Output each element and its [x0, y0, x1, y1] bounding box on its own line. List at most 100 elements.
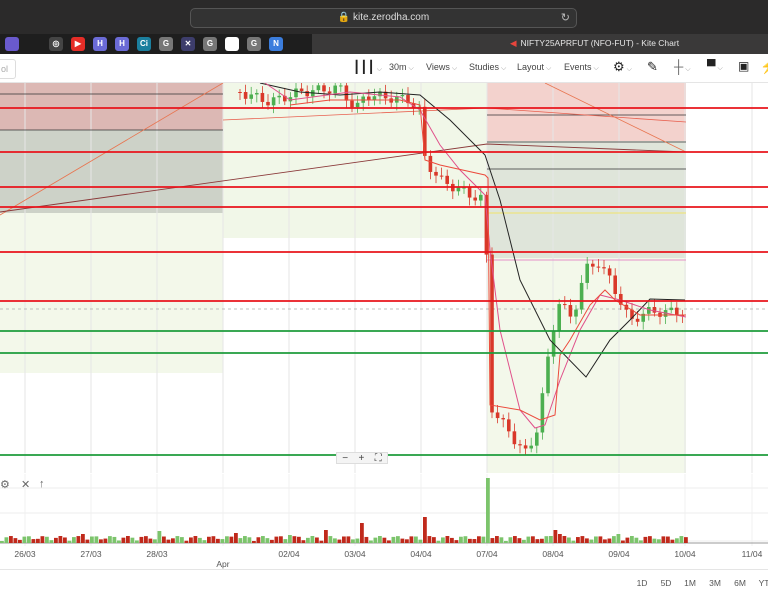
- volume-bar: [535, 539, 540, 543]
- range-button-1m[interactable]: 1M: [684, 578, 696, 588]
- volume-bar: [522, 539, 526, 543]
- candle: [288, 97, 293, 102]
- h-app-icon[interactable]: H: [115, 37, 129, 51]
- volume-bar: [531, 536, 535, 543]
- symbol-search-input[interactable]: ol: [0, 59, 16, 79]
- g-icon[interactable]: G: [159, 37, 173, 51]
- candle: [383, 91, 388, 99]
- address-bar[interactable]: 🔒 kite.zerodha.com ↻: [190, 8, 577, 28]
- g-icon[interactable]: G: [203, 37, 217, 51]
- h-app-icon[interactable]: H: [93, 37, 107, 51]
- candle: [467, 187, 472, 198]
- volume-bar: [369, 540, 373, 543]
- candle: [255, 92, 259, 95]
- pencil-icon[interactable]: ✎: [647, 59, 658, 74]
- candle: [535, 432, 539, 446]
- volume-bar: [364, 536, 369, 543]
- candlestick-icon[interactable]: ┃┃┃ ⌵: [353, 60, 382, 74]
- volume-bar: [58, 536, 63, 543]
- flag-icon[interactable]: [225, 37, 239, 51]
- candle: [350, 100, 354, 108]
- volume-bar: [54, 537, 58, 543]
- comment-icon[interactable]: ▀ ⌵: [707, 59, 723, 73]
- lightning-icon[interactable]: ⚡: [760, 58, 768, 75]
- moving-average-line: [259, 83, 686, 378]
- volume-bar: [450, 537, 454, 543]
- volume-bar: [463, 536, 468, 543]
- candle: [344, 85, 349, 101]
- volume-bar: [130, 537, 135, 543]
- events-menu[interactable]: Events ⌵: [564, 62, 599, 73]
- volume-bar: [202, 540, 207, 543]
- candle: [238, 92, 242, 93]
- zoom-out-button[interactable]: −: [342, 452, 349, 464]
- volume-bar: [216, 538, 220, 543]
- fullscreen-icon[interactable]: ⛶: [374, 452, 382, 464]
- volume-settings-icon[interactable]: ⚙: [0, 479, 10, 491]
- price-chart[interactable]: [0, 83, 768, 473]
- candle: [574, 309, 578, 317]
- volume-bar: [553, 530, 558, 543]
- range-button-1d[interactable]: 1D: [636, 578, 648, 588]
- zone-box: [0, 130, 223, 213]
- volume-bar: [261, 536, 265, 543]
- candle: [546, 356, 550, 394]
- crosshair-icon[interactable]: ┼ ⌵: [674, 59, 691, 74]
- browser-top-bar: 🔒 kite.zerodha.com ↻: [0, 0, 768, 34]
- volume-bar: [229, 536, 234, 543]
- volume-move-up-icon[interactable]: ↑: [39, 478, 45, 490]
- range-button-6m[interactable]: 6M: [734, 578, 746, 588]
- volume-bar: [31, 539, 36, 543]
- g-icon[interactable]: G: [247, 37, 261, 51]
- volume-bar: [634, 537, 639, 543]
- candle: [568, 305, 573, 317]
- range-button-5d[interactable]: 5D: [660, 578, 672, 588]
- studies-menu[interactable]: Studies ⌵: [469, 62, 506, 73]
- volume-bar: [198, 537, 202, 543]
- square-app-icon[interactable]: [5, 37, 19, 51]
- volume-bar: [184, 540, 189, 543]
- volume-bar: [666, 536, 670, 543]
- active-tab[interactable]: ◀ NIFTY25APRFUT (NFO-FUT) - Kite Chart: [510, 38, 679, 49]
- n-icon[interactable]: N: [269, 37, 283, 51]
- youtube-icon[interactable]: ▶: [71, 37, 85, 51]
- volume-bar: [189, 537, 193, 543]
- volume-bar: [657, 539, 661, 543]
- candle: [579, 282, 584, 310]
- candle: [680, 315, 685, 317]
- volume-bar: [135, 540, 139, 543]
- volume-bar: [490, 538, 495, 543]
- volume-bar: [679, 536, 684, 543]
- circle-target-icon[interactable]: ◎: [49, 37, 63, 51]
- volume-bar: [459, 536, 463, 543]
- ci-icon[interactable]: Ci: [137, 37, 151, 51]
- range-button-3m[interactable]: 3M: [709, 578, 721, 588]
- volume-close-icon[interactable]: ✕: [21, 479, 31, 491]
- volume-bar: [166, 539, 171, 543]
- volume-bar: [247, 537, 252, 543]
- reload-icon[interactable]: ↻: [560, 12, 570, 24]
- chevron-down-icon: ⌵: [546, 65, 552, 72]
- volume-bar: [607, 538, 612, 543]
- candle: [484, 194, 489, 255]
- candle: [462, 187, 466, 189]
- volume-bar: [243, 536, 247, 543]
- panel-icon[interactable]: ▣: [738, 59, 750, 73]
- candle: [630, 309, 634, 319]
- layout-menu[interactable]: Layout ⌵: [517, 62, 551, 73]
- views-menu[interactable]: Views ⌵: [426, 62, 457, 73]
- volume-bar: [319, 540, 324, 543]
- candle: [283, 95, 287, 102]
- range-button-yt[interactable]: YT: [758, 578, 768, 588]
- zoom-in-button[interactable]: +: [358, 452, 365, 464]
- volume-bar: [517, 538, 522, 543]
- candle: [439, 175, 444, 177]
- pattern-icon[interactable]: ✕: [181, 37, 195, 51]
- chevron-down-icon: ⌵: [593, 65, 599, 72]
- volume-bar: [81, 534, 85, 543]
- candle: [406, 95, 410, 104]
- interval-dropdown[interactable]: 30m ⌵: [389, 62, 414, 73]
- x-axis-label: 08/04: [542, 549, 564, 559]
- bar-chart-icon[interactable]: [27, 37, 41, 51]
- gear-icon[interactable]: ⚙ ⌵: [613, 59, 632, 74]
